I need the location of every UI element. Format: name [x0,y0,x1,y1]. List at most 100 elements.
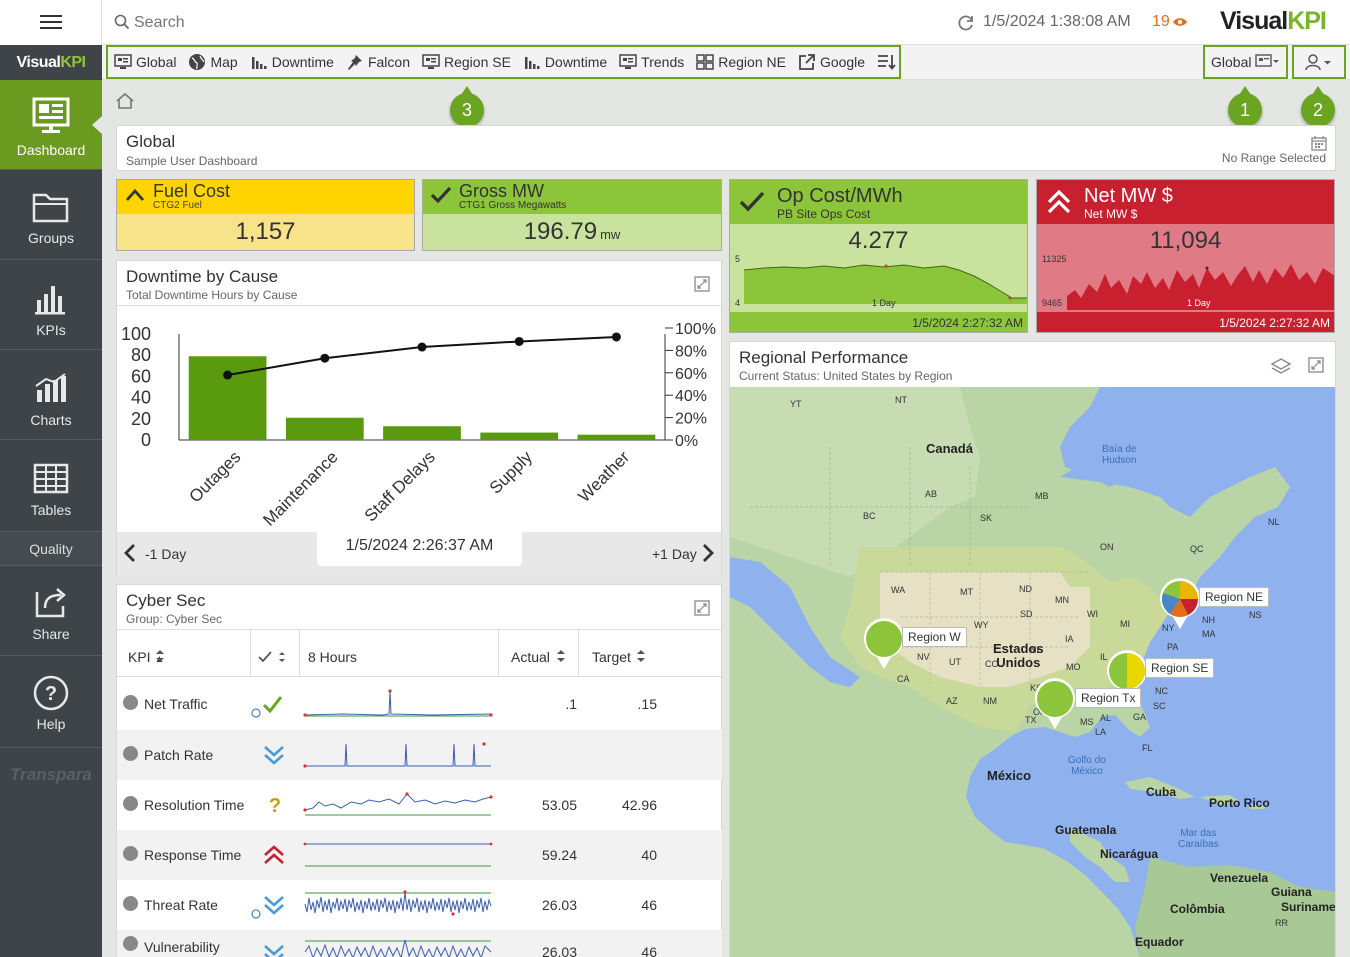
tab-label: Global [136,54,177,70]
calendar-icon[interactable] [1311,135,1327,151]
table-row[interactable]: Resolution Time ? 53.05 42.96 [117,780,722,830]
tab-region-se[interactable]: Region SE [422,54,511,70]
refresh-icon[interactable] [957,14,975,32]
sort-list-icon[interactable] [877,53,897,71]
nav-item-groups[interactable]: Groups [0,170,102,260]
nav-item-quality[interactable]: Quality [0,532,102,566]
user-menu-button[interactable] [1292,45,1346,79]
kpi-tile-op-cost[interactable]: Op Cost/MWh PB Site Ops Cost 4.277 5 4 1… [729,179,1028,333]
nav-item-charts[interactable]: Charts [0,350,102,440]
tile-desc: CTG1 Gross Megawatts [459,200,567,211]
cumulative-point [223,370,233,380]
charts-icon [35,373,66,402]
map-label-guatemala: Guatemala [1055,823,1117,837]
eye-icon[interactable] [1172,16,1188,28]
map-pin-region-ne[interactable] [1158,577,1202,636]
dashboard-tabs: Global Map Downtime Falcon Region SE Dow… [106,45,901,79]
sparkline-min: 4 [735,298,741,308]
map-pin-label[interactable]: Region W [902,627,967,647]
region-map[interactable]: Canadá Estados Unidos México Cuba Porto R… [730,387,1335,957]
map-pin-region-w[interactable] [862,617,906,676]
hamburger-menu-button[interactable] [0,0,102,45]
chevron-left-icon[interactable] [123,543,137,563]
tab-trends[interactable]: Trends [619,54,684,70]
y-tick-label: 100 [121,324,151,344]
map-label-usa-line1: Estados [993,641,1044,656]
expand-icon[interactable] [694,276,710,292]
more-options-icon[interactable] [123,796,138,811]
nav-logo: VisualKPI [0,45,102,80]
nav-item-kpis[interactable]: KPIs [0,260,102,350]
nav-item-share[interactable]: Share [0,566,102,656]
y-tick-label: 0 [141,430,151,450]
tab-google[interactable]: Google [798,53,865,71]
map-label-state: ON [1100,542,1114,552]
map-pin-region-se[interactable] [1105,649,1149,708]
card-title: Cyber Sec [126,591,206,610]
alert-count[interactable]: 19 [1152,13,1170,30]
map-pin-region-tx[interactable] [1033,677,1077,736]
kpi-tile-gross-mw[interactable]: Gross MW CTG1 Gross Megawatts 196.79 mw [422,179,722,251]
dashboard-select[interactable]: Global [1203,45,1288,79]
cumulative-point [320,353,330,363]
map-pin-label[interactable]: Region Tx [1075,688,1142,708]
tab-downtime-2[interactable]: Downtime [523,54,607,70]
column-header-status[interactable] [258,649,288,668]
tab-map[interactable]: Map [188,53,238,71]
home-icon[interactable] [115,92,135,110]
sparkline-range: 1 Day [872,298,896,308]
table-row[interactable]: Patch Rate [117,730,722,780]
map-label-state: IA [1065,634,1074,644]
actual-value: 26.03 [541,944,577,957]
table-row[interactable]: Threat Rate 26.03 46 [117,880,722,930]
bar [577,434,656,440]
sparkline [303,792,493,816]
y2-tick-label: 100% [675,321,716,338]
map-label-caribbean: Mar das Caraíbas [1178,828,1219,850]
map-label-state: NM [983,696,997,706]
expand-icon[interactable] [1308,357,1324,373]
dashboard-icon [422,54,440,69]
next-day-button[interactable]: +1 Day [652,546,697,562]
sort-icon[interactable] [556,649,566,663]
layers-icon[interactable] [1270,357,1292,375]
map-pin-label[interactable]: Region SE [1145,658,1215,678]
cumulative-point [514,336,524,346]
sort-icon[interactable] [636,649,646,663]
search-input[interactable] [114,10,414,36]
expand-icon[interactable] [694,600,710,616]
sort-icon[interactable] [155,649,165,663]
column-divider [498,630,499,676]
double-chevron-down-icon [251,896,284,919]
nav-item-help[interactable]: ? Help [0,656,102,748]
map-pin-label[interactable]: Region NE [1199,587,1270,607]
more-options-icon[interactable] [123,746,138,761]
tab-label: Map [210,54,238,70]
table-row[interactable]: Response Time 59.24 40 [117,830,722,880]
tab-region-ne[interactable]: Region NE [696,54,786,70]
nav-item-dashboard[interactable]: Dashboard [0,80,102,170]
table-row[interactable]: Vulnerability 26.03 46 [117,930,722,957]
tab-falcon[interactable]: Falcon [346,53,410,71]
table-row[interactable]: Net Traffic .1 .15 [117,679,722,729]
map-label-state: AB [925,489,938,499]
tab-global[interactable]: Global [114,54,176,70]
more-options-icon[interactable] [123,695,138,710]
more-options-icon[interactable] [123,846,138,861]
more-options-icon[interactable] [123,896,138,911]
map-label-state: FL [1142,743,1153,753]
column-header-actual[interactable]: Actual [511,649,550,665]
more-options-icon[interactable] [123,936,138,951]
kpi-tile-fuel-cost[interactable]: Fuel Cost CTG2 Fuel 1,157 [116,179,415,251]
column-header-target[interactable]: Target [592,649,631,665]
tab-downtime[interactable]: Downtime [250,54,334,70]
prev-day-button[interactable]: -1 Day [145,546,187,562]
kpi-tile-net-mw[interactable]: Net MW $ Net MW $ 11,094 11325 9465 1 Da… [1036,179,1335,333]
chevron-right-icon[interactable] [701,543,715,563]
sparkline-net-mw [1067,264,1334,310]
folder-icon [32,193,69,223]
tab-label: Trends [641,54,685,70]
nav-item-tables[interactable]: Tables [0,440,102,532]
map-label-gulf-line1: Golfo do [1068,755,1106,766]
tile-timestamp: 1/5/2024 2:27:32 AM [1037,312,1334,332]
